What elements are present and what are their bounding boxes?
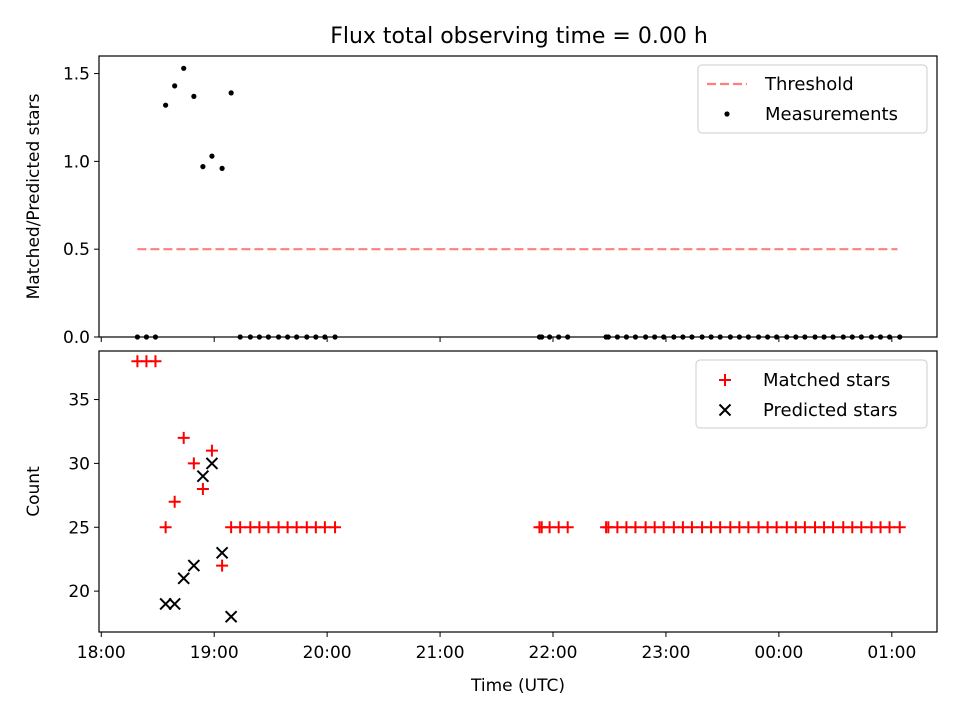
matched-point [262, 521, 275, 534]
top-frame [98, 55, 938, 338]
measurement-point [181, 65, 187, 71]
matched-point [893, 521, 906, 534]
measurement-point [200, 164, 206, 170]
xtick-label: 21:00 [416, 643, 465, 663]
top-ytick-label: 0.0 [63, 328, 90, 348]
matched-point [855, 521, 868, 534]
matched-point [561, 521, 574, 534]
top-ytick-label: 1.5 [63, 65, 90, 85]
legend-matched-label: Matched stars [763, 370, 890, 391]
ratio-plot: 0.0 0.5 1.0 1.5 Matched/Predicted stars Thres… [24, 55, 938, 348]
predicted-point [187, 559, 201, 572]
predicted-point [205, 457, 219, 470]
matched-point [168, 495, 181, 508]
legend-measurements-label: Measurements [765, 104, 898, 125]
top-legend: Threshold Measurements [697, 64, 928, 134]
matched-point [234, 521, 247, 534]
matched-point [216, 559, 229, 572]
matched-point [657, 521, 670, 534]
xtick-label: 00:00 [754, 643, 803, 663]
xtick-label: 01:00 [867, 643, 916, 663]
bottom-ylabel: Count [24, 466, 44, 517]
top-ytick-label: 1.0 [63, 152, 90, 172]
measurement-point [219, 165, 225, 171]
legend-predicted-swatch [718, 403, 732, 417]
matched-point [187, 457, 200, 470]
xtick-label: 23:00 [641, 643, 690, 663]
bottom-ytick-label: 25 [68, 518, 90, 538]
matched-point [205, 444, 218, 457]
predicted-point [215, 546, 229, 560]
predicted-point [196, 469, 210, 483]
top-ylabel: Matched/Predicted stars [24, 93, 44, 299]
matched-point [318, 521, 331, 534]
matched-point [159, 521, 172, 534]
predicted-point [168, 597, 181, 611]
matched-point [177, 431, 190, 444]
predicted-point [177, 572, 190, 585]
x-axis-label: Time (UTC) [470, 676, 565, 696]
legend-threshold-label: Threshold [764, 74, 854, 95]
measurement-point [228, 90, 234, 96]
top-ytick-label: 0.5 [63, 240, 90, 260]
bottom-legend: Matched stars Predicted stars [695, 359, 928, 429]
xtick-label: 22:00 [529, 643, 578, 663]
matched-point [883, 521, 896, 534]
matched-point [290, 521, 303, 534]
predicted-point [224, 610, 238, 623]
matched-point [742, 521, 755, 534]
bottom-ytick-label: 20 [68, 582, 90, 602]
xtick-label: 19:00 [190, 643, 239, 663]
xtick-label: 18:00 [77, 643, 126, 663]
matched-point [629, 521, 642, 534]
matched-point [329, 521, 342, 534]
bottom-frame [98, 350, 938, 633]
matched-point [149, 355, 162, 368]
measurement-point [172, 83, 178, 89]
matched-point [770, 521, 783, 534]
legend-box [697, 64, 928, 134]
legend-measurements-swatch [724, 111, 730, 117]
measurement-point [191, 93, 197, 99]
legend-predicted-label: Predicted stars [763, 400, 897, 421]
legend-box [695, 359, 928, 429]
matched-point [827, 521, 840, 534]
legend-matched-swatch [719, 374, 731, 386]
matched-point [714, 521, 727, 534]
count-plot: 18:00 19:00 20:00 21:00 22:00 23:00 00:00 01:00… [24, 350, 938, 696]
matched-point [798, 521, 811, 534]
bottom-ytick-label: 30 [68, 454, 90, 474]
matched-point [196, 482, 209, 495]
xtick-label: 20:00 [303, 643, 352, 663]
matched-point [685, 521, 698, 534]
measurement-point [163, 102, 169, 108]
bottom-ytick-label: 35 [68, 391, 90, 411]
chart-title: Flux total observing time = 0.00 h [330, 24, 708, 49]
measurement-point [209, 153, 215, 159]
predicted-point [159, 597, 172, 611]
